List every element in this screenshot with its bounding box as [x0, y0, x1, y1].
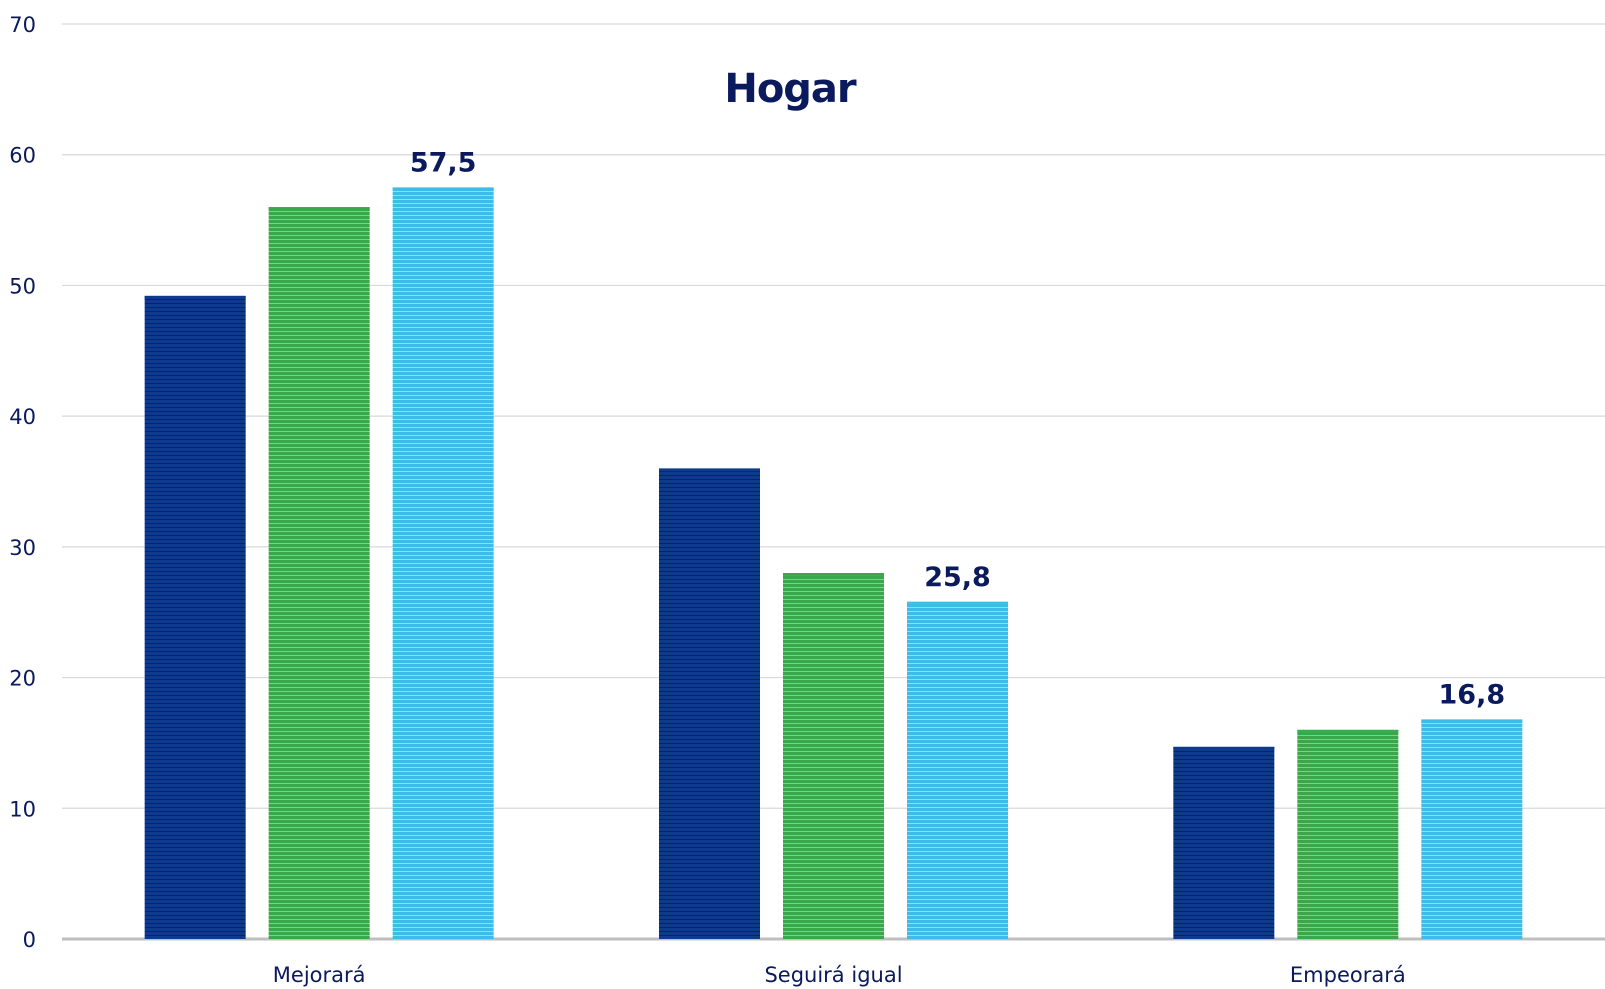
bar-top-edge — [659, 468, 760, 472]
y-tick-label: 40 — [9, 405, 36, 429]
bar-top-edge — [1297, 729, 1399, 733]
x-category-label: Mejorará — [273, 963, 366, 987]
y-tick-label: 30 — [9, 536, 36, 560]
bar-series-1-cat-2 — [1297, 729, 1399, 939]
bar-top-edge — [1421, 719, 1523, 723]
data-label: 16,8 — [1439, 679, 1506, 710]
y-tick-label: 60 — [9, 144, 36, 168]
bar-series-1-cat-1 — [783, 573, 884, 939]
bar-top-edge — [268, 207, 370, 210]
y-tick-label: 10 — [9, 797, 36, 821]
y-tick-label: 20 — [9, 667, 36, 691]
bar-top-edge — [144, 295, 246, 299]
y-tick-label: 0 — [23, 928, 36, 952]
bars — [144, 187, 1523, 940]
data-labels: 57,5 25,8 16,8 — [410, 147, 1505, 710]
bar-series-0-cat-1 — [659, 468, 760, 939]
bar-top-edge — [392, 187, 494, 191]
bar-top-edge — [1173, 746, 1275, 750]
data-label: 57,5 — [410, 147, 477, 178]
data-label: 25,8 — [924, 562, 991, 593]
bar-top-edge — [783, 573, 884, 576]
x-axis: Mejorará Seguirá igual Empeorará — [273, 963, 1406, 987]
y-tick-label: 50 — [9, 274, 36, 298]
bar-series-2-cat-1 — [907, 601, 1008, 939]
bar-series-1-cat-0 — [268, 207, 370, 939]
bar-series-0-cat-0 — [144, 295, 246, 939]
x-category-label: Empeorará — [1290, 963, 1406, 987]
bar-series-2-cat-0 — [392, 187, 494, 940]
bar-series-0-cat-2 — [1173, 746, 1275, 939]
bar-series-2-cat-2 — [1421, 719, 1523, 939]
x-category-label: Seguirá igual — [764, 963, 902, 987]
y-tick-label: 70 — [9, 13, 36, 37]
chart-title: Hogar — [724, 66, 857, 112]
bar-top-edge — [907, 601, 1008, 605]
